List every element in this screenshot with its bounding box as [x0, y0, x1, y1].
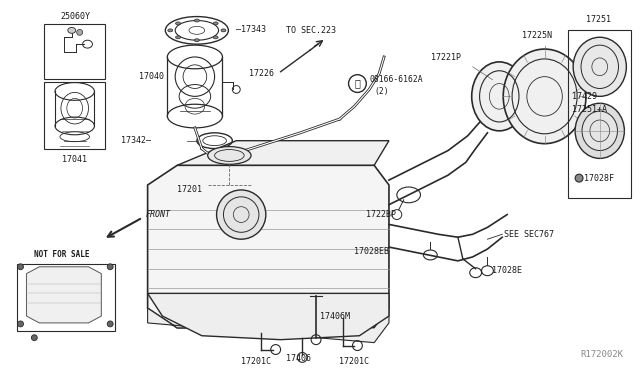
Polygon shape — [148, 308, 389, 343]
Text: —17343: —17343 — [236, 25, 266, 34]
Ellipse shape — [175, 22, 180, 25]
Text: 17028E: 17028E — [492, 266, 522, 275]
Text: 17342—: 17342— — [120, 136, 150, 145]
Text: 17406M: 17406M — [320, 311, 350, 321]
Text: 17226: 17226 — [249, 69, 274, 78]
Bar — [44, 25, 105, 78]
Ellipse shape — [208, 147, 251, 164]
Ellipse shape — [175, 36, 180, 39]
Ellipse shape — [108, 321, 113, 327]
Text: 17251: 17251 — [586, 16, 611, 25]
Ellipse shape — [68, 28, 76, 33]
Ellipse shape — [582, 111, 618, 151]
Polygon shape — [148, 165, 389, 328]
Text: 17201C: 17201C — [241, 357, 271, 366]
Text: (2): (2) — [374, 87, 389, 96]
Text: NOT FOR SALE: NOT FOR SALE — [35, 250, 90, 259]
Text: 17201C: 17201C — [339, 357, 369, 366]
Ellipse shape — [575, 174, 583, 182]
Text: SEE SEC767: SEE SEC767 — [504, 230, 554, 239]
Text: 17028F: 17028F — [584, 174, 614, 183]
Text: 1722BP: 1722BP — [366, 210, 396, 219]
Text: 17406: 17406 — [286, 354, 311, 363]
Ellipse shape — [575, 103, 625, 158]
Ellipse shape — [77, 29, 83, 35]
Ellipse shape — [221, 29, 226, 32]
Ellipse shape — [216, 190, 266, 239]
Text: 17221P: 17221P — [431, 53, 461, 62]
Text: 17028EB: 17028EB — [354, 247, 389, 256]
Ellipse shape — [503, 49, 586, 144]
Ellipse shape — [213, 22, 218, 25]
Ellipse shape — [472, 62, 527, 131]
Text: Ⓑ: Ⓑ — [355, 78, 360, 89]
Ellipse shape — [195, 19, 199, 22]
Ellipse shape — [349, 75, 366, 92]
Text: 17041: 17041 — [62, 155, 87, 164]
Text: 08166-6162A: 08166-6162A — [369, 75, 423, 84]
Text: FRONT: FRONT — [146, 210, 171, 219]
Bar — [17, 264, 115, 331]
Text: 17251+A: 17251+A — [572, 105, 607, 114]
Ellipse shape — [108, 264, 113, 270]
Ellipse shape — [31, 335, 37, 341]
Text: 17225N: 17225N — [522, 31, 552, 40]
Polygon shape — [177, 141, 389, 175]
Text: 17201: 17201 — [177, 185, 202, 195]
Polygon shape — [148, 294, 389, 340]
Ellipse shape — [17, 321, 24, 327]
Polygon shape — [26, 267, 101, 323]
Text: 17429: 17429 — [572, 92, 597, 101]
Ellipse shape — [168, 29, 173, 32]
Bar — [568, 31, 631, 198]
Bar — [44, 81, 105, 148]
Text: 25060Y: 25060Y — [61, 12, 91, 20]
Ellipse shape — [573, 37, 627, 96]
Text: TO SEC.223: TO SEC.223 — [285, 26, 335, 35]
Text: R172002K: R172002K — [580, 350, 623, 359]
Ellipse shape — [17, 264, 24, 270]
Ellipse shape — [213, 36, 218, 39]
Text: 17040: 17040 — [140, 72, 164, 81]
Ellipse shape — [195, 39, 199, 42]
